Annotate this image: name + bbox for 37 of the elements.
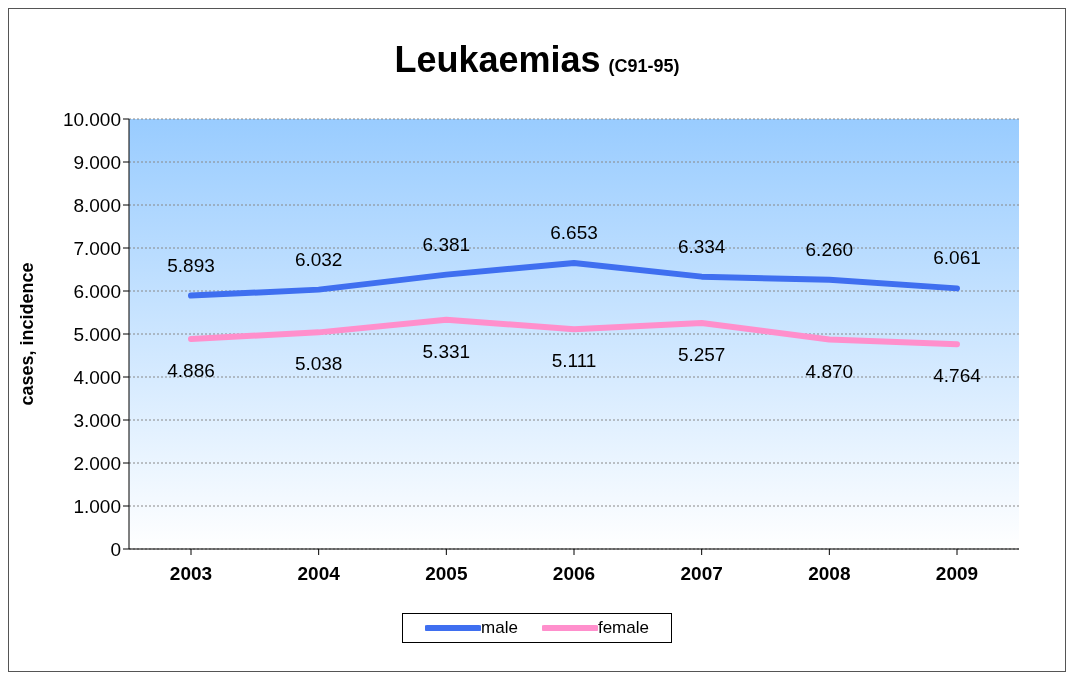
data-label: 6.260 <box>805 238 854 260</box>
y-tick-label: 10.000 <box>62 108 121 130</box>
y-tick-label: 8.000 <box>73 194 121 216</box>
x-tick-label: 2009 <box>935 563 979 585</box>
data-label: 5.111 <box>551 350 597 372</box>
x-tick-label: 2007 <box>680 563 723 585</box>
y-tick-label: 0 <box>110 538 121 560</box>
chart-subtitle: (C91-95) <box>608 56 680 76</box>
chart-title: Leukaemias <box>394 39 601 80</box>
y-tick-label: 5.000 <box>73 323 121 345</box>
data-label: 6.061 <box>933 247 981 269</box>
y-tick-label: 7.000 <box>73 237 121 259</box>
x-tick-label: 2003 <box>169 563 213 585</box>
data-label: 6.381 <box>422 233 471 255</box>
y-tick-label: 6.000 <box>73 280 121 302</box>
data-label: 6.334 <box>677 235 726 257</box>
data-label: 5.257 <box>677 343 726 365</box>
data-label: 4.886 <box>167 359 215 381</box>
x-tick-label: 2006 <box>552 563 596 585</box>
data-label: 5.038 <box>294 353 343 375</box>
data-label: 5.331 <box>422 340 471 362</box>
x-tick-label: 2005 <box>425 563 468 585</box>
y-tick-label: 4.000 <box>73 366 121 388</box>
x-tick-label: 2004 <box>297 563 341 585</box>
data-label: 6.653 <box>550 221 598 243</box>
y-tick-label: 2.000 <box>73 452 121 474</box>
data-label: 4.870 <box>805 360 854 382</box>
legend-label: male <box>481 618 518 638</box>
legend-label: female <box>597 618 649 638</box>
data-label: 4.764 <box>933 365 982 387</box>
x-tick-label: 2008 <box>808 563 851 585</box>
y-tick-label: 9.000 <box>73 151 121 173</box>
data-label: 6.032 <box>294 248 343 270</box>
y-tick-label: 1.000 <box>73 495 121 517</box>
y-axis-title: cases, incidence <box>17 262 38 406</box>
data-label: 5.893 <box>167 254 215 276</box>
y-tick-label: 3.000 <box>73 409 121 431</box>
